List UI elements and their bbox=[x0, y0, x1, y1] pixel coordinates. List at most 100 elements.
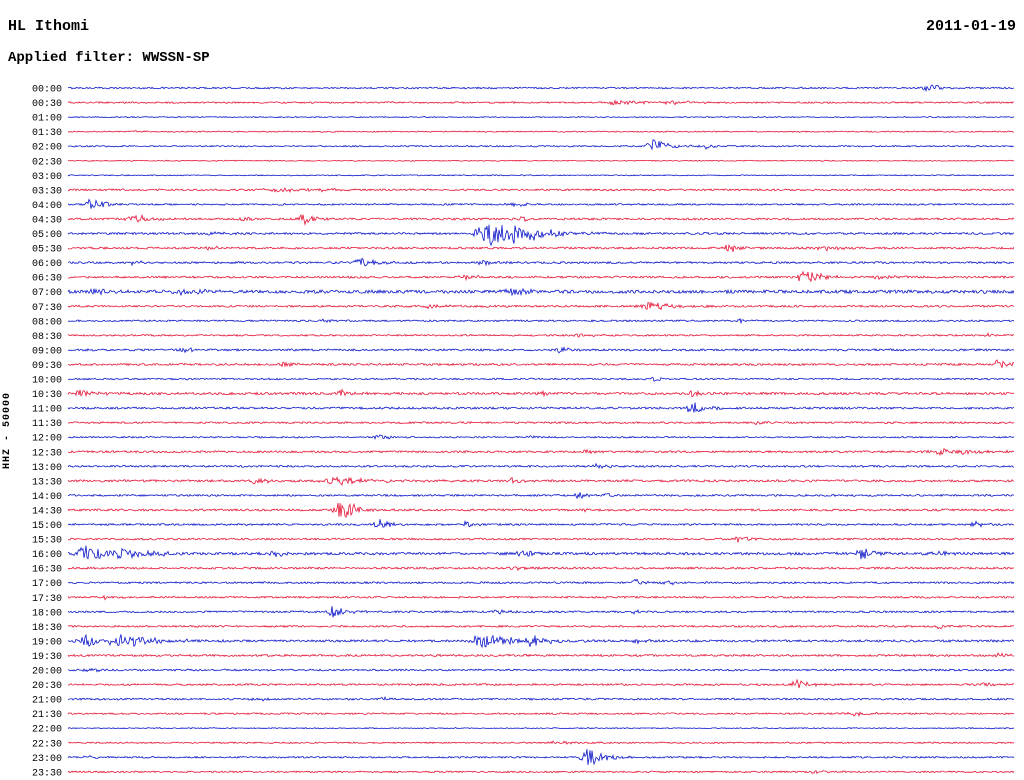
seismo-trace bbox=[67, 332, 1015, 338]
seismo-trace bbox=[67, 388, 1015, 398]
seismo-trace bbox=[67, 633, 1015, 649]
time-label: 02:30 bbox=[32, 157, 62, 168]
seismo-trace bbox=[67, 749, 1015, 766]
seismo-trace bbox=[67, 317, 1015, 325]
seismo-trace bbox=[67, 420, 1015, 426]
time-label: 16:30 bbox=[32, 565, 62, 576]
seismo-trace bbox=[67, 678, 1014, 689]
seismo-trace bbox=[67, 711, 1015, 718]
seismo-trace bbox=[67, 139, 1014, 151]
seismo-trace bbox=[67, 198, 1015, 209]
time-label: 23:30 bbox=[32, 768, 62, 779]
seismo-trace bbox=[67, 434, 1015, 440]
time-label: 20:30 bbox=[32, 681, 62, 692]
time-label: 07:30 bbox=[32, 303, 62, 314]
time-label: 00:30 bbox=[32, 99, 62, 110]
seismo-trace bbox=[67, 536, 1015, 543]
time-label: 16:00 bbox=[32, 550, 62, 561]
time-label: 17:30 bbox=[32, 594, 62, 605]
time-label: 15:30 bbox=[32, 536, 62, 547]
time-label: 11:30 bbox=[32, 419, 62, 430]
seismo-trace bbox=[67, 346, 1015, 354]
time-label: 06:30 bbox=[32, 274, 62, 285]
applied-filter-label: Applied filter: WWSSN-SP bbox=[8, 50, 210, 66]
seismo-trace bbox=[67, 287, 1015, 297]
seismo-trace bbox=[67, 492, 1015, 500]
time-label: 21:30 bbox=[32, 710, 62, 721]
time-label: 01:30 bbox=[32, 128, 62, 139]
seismo-trace bbox=[68, 359, 1015, 368]
seismo-trace bbox=[67, 187, 1015, 194]
seismo-trace bbox=[67, 667, 1015, 673]
time-label: 09:00 bbox=[32, 346, 62, 357]
time-label: 04:30 bbox=[32, 215, 62, 226]
time-label: 21:00 bbox=[32, 696, 62, 707]
time-label: 11:00 bbox=[32, 405, 62, 416]
seismo-trace bbox=[67, 99, 1015, 106]
seismo-trace bbox=[67, 594, 1015, 601]
time-label: 12:30 bbox=[32, 448, 62, 459]
seismo-trace bbox=[67, 606, 1015, 618]
time-label: 01:00 bbox=[32, 114, 62, 125]
time-label: 10:00 bbox=[32, 376, 62, 387]
time-label: 15:00 bbox=[32, 521, 62, 532]
seismo-trace bbox=[67, 448, 1015, 456]
time-label: 03:30 bbox=[32, 186, 62, 197]
time-label: 19:30 bbox=[32, 652, 62, 663]
seismo-trace bbox=[67, 770, 1015, 775]
seismo-trace bbox=[67, 519, 1015, 528]
seismo-trace bbox=[68, 740, 1015, 745]
seismo-trace bbox=[67, 224, 1015, 247]
seismo-trace bbox=[67, 652, 1015, 658]
time-label: 10:30 bbox=[32, 390, 62, 401]
time-label: 06:00 bbox=[32, 259, 62, 270]
seismo-trace bbox=[67, 116, 1015, 119]
time-label: 08:30 bbox=[32, 332, 62, 343]
time-label: 03:00 bbox=[32, 172, 62, 183]
time-label: 07:00 bbox=[32, 288, 62, 299]
time-label: 05:00 bbox=[32, 230, 62, 241]
seismo-trace bbox=[67, 402, 1015, 413]
time-label: 22:30 bbox=[32, 739, 62, 750]
seismo-trace bbox=[68, 213, 1015, 226]
time-label: 08:00 bbox=[32, 317, 62, 328]
seismo-trace bbox=[67, 462, 1015, 470]
seismo-trace bbox=[67, 376, 1015, 382]
time-label: 14:30 bbox=[32, 506, 62, 517]
time-label: 18:30 bbox=[32, 623, 62, 634]
time-label: 17:00 bbox=[32, 579, 62, 590]
seismo-trace bbox=[67, 174, 1015, 177]
plot-date: 2011-01-19 bbox=[925, 18, 1016, 35]
seismo-trace bbox=[68, 84, 1015, 93]
time-label: 13:30 bbox=[32, 477, 62, 488]
time-label: 13:00 bbox=[32, 463, 62, 474]
time-label: 12:00 bbox=[32, 434, 62, 445]
seismo-trace bbox=[67, 130, 1015, 133]
time-label: 20:00 bbox=[32, 667, 62, 678]
time-label: 00:00 bbox=[32, 85, 62, 96]
seismo-trace bbox=[68, 545, 1015, 560]
seismo-trace bbox=[67, 270, 1015, 282]
station-title: HL Ithomi bbox=[8, 18, 90, 35]
seismo-trace bbox=[67, 696, 1015, 702]
channel-scale-label: HHZ - 50000 bbox=[2, 391, 13, 469]
seismo-trace bbox=[67, 566, 1015, 572]
time-label: 18:00 bbox=[32, 608, 62, 619]
seismo-trace bbox=[67, 727, 1015, 730]
time-label: 22:00 bbox=[32, 725, 62, 736]
time-label: 19:00 bbox=[32, 637, 62, 648]
time-label: 14:00 bbox=[32, 492, 62, 503]
time-label: 05:30 bbox=[32, 245, 62, 256]
seismo-trace bbox=[67, 578, 1015, 586]
time-label: 09:30 bbox=[32, 361, 62, 372]
time-label: 23:00 bbox=[32, 754, 62, 765]
time-label: 02:00 bbox=[32, 143, 62, 154]
seismo-trace bbox=[67, 257, 1015, 267]
seismo-trace bbox=[67, 476, 1015, 486]
seismo-trace bbox=[67, 624, 1015, 630]
time-label: 04:00 bbox=[32, 201, 62, 212]
seismo-trace bbox=[67, 502, 1015, 519]
seismo-trace bbox=[67, 301, 1014, 311]
seismo-trace bbox=[67, 243, 1015, 252]
